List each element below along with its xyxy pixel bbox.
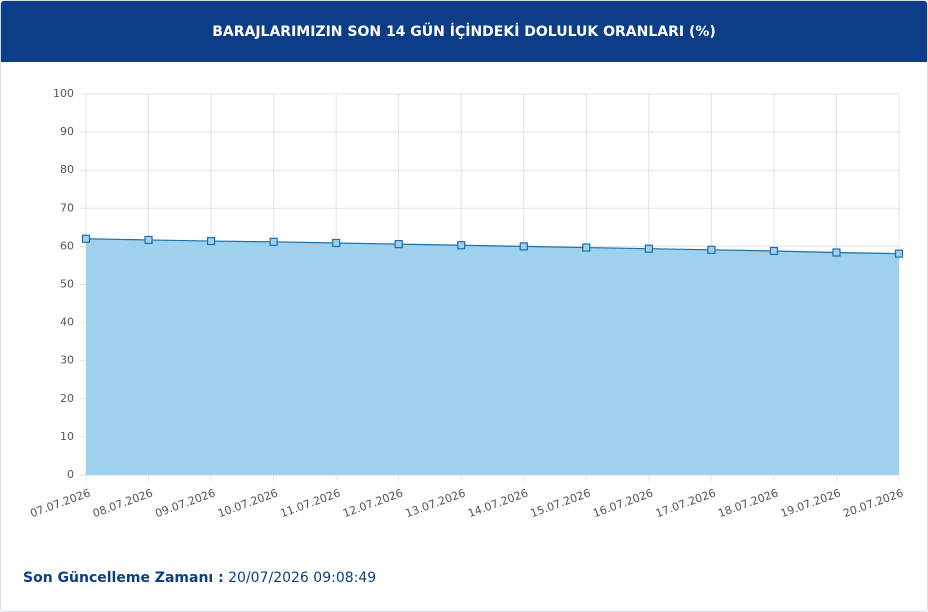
y-tick-label: 70 [60,201,74,214]
y-tick-label: 80 [60,163,74,176]
point [81,234,91,243]
y-tick-label: 20 [60,392,74,405]
y-tick-label: 30 [60,354,74,367]
point [394,240,403,249]
area-line [85,238,900,255]
point [582,243,591,252]
x-tick-label: 09.07.2026 [153,486,217,520]
x-tick-label: 14.07.2026 [466,486,530,520]
x-tick-label: 07.07.2026 [28,486,92,520]
x-tick-label: 12.07.2026 [341,486,405,520]
chart-title: BARAJLARIMIZIN SON 14 GÜN İÇİNDEKİ DOLUL… [1,1,927,62]
x-tick-label: 19.07.2026 [779,486,843,520]
x-tick-label: 18.07.2026 [716,486,780,520]
point [206,236,216,246]
point [519,242,528,251]
footer-label: Son Güncelleme Zamanı : [23,570,224,586]
y-tick-label: 90 [60,125,74,138]
point [269,237,278,246]
x-tick-label: 13.07.2026 [404,486,468,520]
y-tick-label: 60 [60,239,74,252]
point [707,245,716,254]
x-tick-label: 16.07.2026 [591,486,655,520]
chart: 0 10 20 30 40 50 60 70 80 90 100 07.07.202608.07.20… [28,87,905,520]
y-tick-label: 100 [53,87,74,100]
y-tick-label: 10 [60,430,74,443]
x-tick-label: 11.07.2026 [279,486,343,520]
footer-value: 20/07/2026 09:08:49 [228,570,377,586]
x-tick-label: 10.07.2026 [216,486,280,520]
point [457,241,466,250]
area-fill [86,238,899,475]
y-tick-label: 50 [60,278,74,291]
point [332,238,341,248]
footer: Son Güncelleme Zamanı : 20/07/2026 09:08… [23,570,376,586]
point [832,248,841,257]
y-tick-label: 40 [60,316,74,329]
x-tick-label: 20.07.2026 [841,486,905,520]
x-tick-label: 08.07.2026 [91,486,155,520]
x-tick-label: 15.07.2026 [529,486,593,520]
point [144,235,153,245]
y-tick-label: 0 [67,468,74,481]
point [644,244,653,253]
x-tick-label: 17.07.2026 [654,486,718,520]
point [894,249,904,258]
point [769,246,779,256]
